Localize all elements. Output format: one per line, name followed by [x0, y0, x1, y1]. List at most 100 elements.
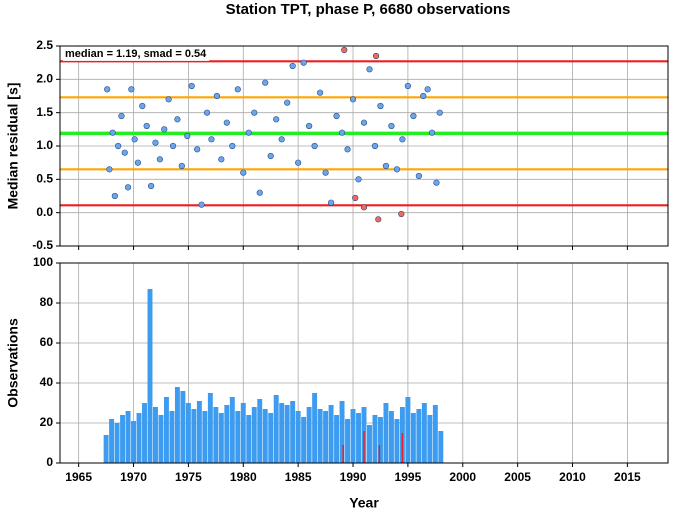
y-tick-label: 20: [40, 415, 54, 429]
data-point: [377, 102, 384, 110]
data-point: [267, 152, 274, 160]
x-tick-label: 1975: [175, 470, 202, 484]
data-point: [375, 216, 382, 223]
bar: [432, 405, 438, 463]
data-point: [178, 162, 185, 170]
bar: [251, 407, 257, 463]
data-point: [306, 122, 313, 130]
data-point: [388, 122, 395, 130]
data-point: [349, 96, 357, 103]
x-tick-label: 1980: [230, 470, 257, 484]
bar: [401, 433, 404, 463]
data-point: [118, 112, 125, 120]
bar: [290, 401, 296, 463]
bar: [383, 403, 389, 463]
data-point: [104, 86, 111, 93]
y-tick-label: -0.5: [32, 238, 53, 252]
bar: [240, 403, 246, 463]
bar: [438, 431, 444, 463]
bar: [202, 411, 208, 463]
data-point: [424, 86, 431, 93]
data-point: [218, 156, 225, 163]
bar: [356, 413, 361, 463]
x-tick-label: 1965: [65, 470, 92, 484]
data-point: [234, 86, 241, 93]
y-tick-label: 80: [40, 295, 54, 309]
y-tick-label: 1.0: [36, 138, 53, 152]
data-point: [213, 92, 221, 100]
bar: [367, 425, 372, 463]
data-point: [262, 79, 269, 86]
bar: [342, 445, 344, 463]
data-point: [251, 109, 258, 116]
data-point: [372, 52, 380, 60]
data-point: [360, 119, 368, 126]
data-point: [273, 116, 280, 123]
bar: [246, 415, 252, 463]
data-point: [433, 179, 440, 186]
data-point: [124, 184, 132, 191]
bar: [350, 409, 356, 463]
y-tick-label: 0.5: [36, 172, 53, 186]
bar: [262, 409, 268, 463]
data-point: [174, 116, 181, 123]
bar: [207, 393, 213, 463]
y-tick-label: 0: [46, 455, 53, 469]
bar: [377, 417, 383, 463]
data-point: [115, 142, 122, 150]
x-tick-label: 2010: [559, 470, 586, 484]
data-point: [420, 92, 427, 100]
data-point: [223, 119, 230, 126]
bar: [301, 417, 307, 463]
y-tick-label: 100: [33, 255, 53, 269]
bar: [410, 413, 416, 463]
bar: [169, 411, 175, 463]
bar: [306, 407, 312, 463]
bar: [218, 413, 224, 463]
bar: [334, 415, 340, 463]
bar: [213, 407, 219, 463]
bar: [378, 445, 381, 463]
bar: [394, 419, 400, 463]
data-point: [333, 112, 340, 120]
data-point: [352, 194, 359, 202]
x-tick-label: 1970: [120, 470, 147, 484]
y-tick-label: 0.0: [36, 205, 53, 219]
data-point: [355, 176, 362, 183]
bar: [131, 421, 136, 463]
data-point: [311, 142, 318, 150]
data-point: [147, 182, 155, 190]
data-point: [327, 199, 335, 206]
data-point: [128, 86, 135, 93]
bar: [416, 409, 422, 463]
data-point: [436, 109, 443, 116]
chart-title: Station TPT, phase P, 6680 observations: [226, 1, 511, 18]
bar: [295, 411, 301, 463]
data-point: [300, 59, 307, 66]
bar: [427, 415, 433, 463]
data-point: [399, 136, 406, 143]
data-point: [109, 129, 116, 136]
data-point: [165, 96, 172, 103]
data-point: [188, 82, 195, 90]
data-point: [194, 146, 201, 153]
x-axis-label: Year: [349, 495, 379, 511]
bar: [339, 401, 345, 463]
data-point: [393, 166, 401, 173]
bar: [279, 403, 285, 463]
plot-frame: [59, 262, 669, 464]
y-tick-label: 1.5: [36, 105, 53, 119]
bar: [257, 399, 263, 463]
y-tick-label: 2.0: [36, 72, 53, 86]
data-point: [404, 82, 411, 90]
data-point: [203, 109, 211, 116]
bar: [163, 397, 169, 463]
bar: [174, 387, 180, 463]
bar: [109, 419, 115, 463]
y-tick-label: 40: [40, 375, 54, 389]
bar: [158, 415, 164, 463]
data-point: [382, 162, 390, 170]
bar: [284, 405, 290, 463]
data-point: [398, 210, 405, 218]
